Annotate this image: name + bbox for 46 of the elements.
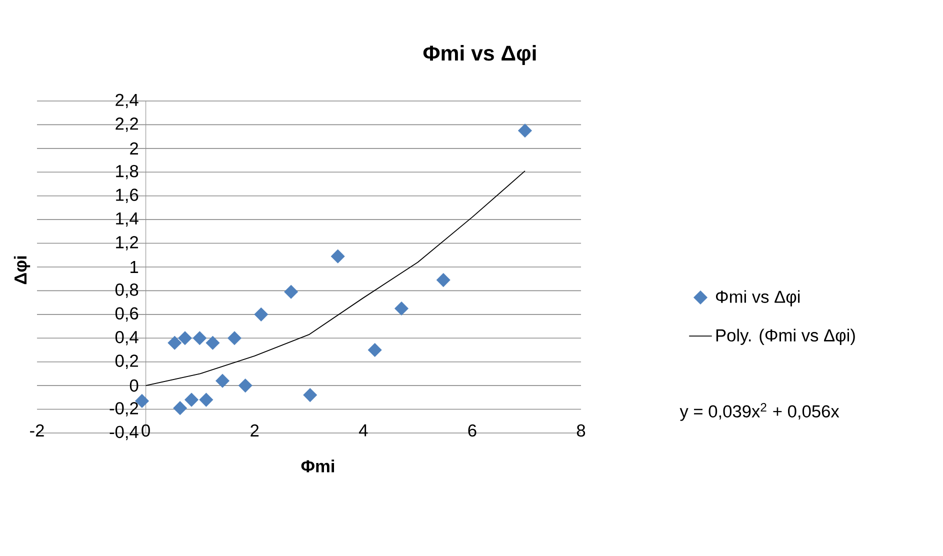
x-tick-label: 4 (358, 424, 368, 436)
y-tick-label: 2,2 (116, 118, 138, 132)
y-tick-label: 0,8 (115, 284, 138, 298)
line-series (145, 170, 526, 386)
y-tick-label: -0,4 (110, 426, 138, 440)
legend-label: Φmi vs Δφi (716, 290, 800, 306)
y-tick-label: 0,6 (115, 307, 138, 322)
point (184, 392, 198, 407)
x-tick-label: 0 (142, 424, 150, 437)
y-tick-label: 1,8 (116, 164, 138, 180)
point (284, 284, 298, 299)
legend-label: Poly. (Φmi vs Δφi) (716, 328, 855, 345)
text: y = 0,039x$^{2}$ + 0,056x (680, 403, 840, 421)
x-tick-label: 6 (468, 424, 476, 437)
point (394, 302, 408, 316)
point (254, 307, 268, 322)
point (173, 401, 187, 416)
point (206, 336, 220, 350)
chart-title: Φmi vs Δφi (423, 45, 536, 65)
x-axis-title: Φmi (301, 460, 334, 472)
y-tick-label: 1,4 (116, 212, 138, 227)
point (178, 331, 192, 346)
x-tick-label: 2 (250, 424, 259, 436)
point (330, 249, 345, 264)
point (518, 124, 532, 138)
x-tick-label: 8 (576, 424, 586, 437)
point (199, 392, 214, 407)
point (168, 336, 182, 350)
y-tick-label: 1,2 (116, 236, 138, 250)
point (303, 388, 318, 402)
point (436, 273, 450, 287)
y-tick-label: 2 (130, 142, 138, 154)
y-axis-title: Δφi (14, 256, 30, 284)
y-tick-label: 1,6 (116, 188, 138, 204)
y-tick-label: 0,2 (115, 354, 138, 370)
y-tick-label: 1 (130, 261, 138, 273)
point (238, 378, 252, 392)
point (228, 331, 242, 346)
y-tick-label: 0 (130, 379, 138, 392)
y-tick-label: 0,4 (115, 330, 138, 346)
point (216, 374, 230, 388)
x-tick-label: -2 (30, 424, 44, 436)
y-tick-label: -0,2 (110, 402, 138, 416)
y-tick-label: 2,4 (116, 94, 138, 108)
point (192, 331, 207, 346)
point (368, 343, 382, 357)
